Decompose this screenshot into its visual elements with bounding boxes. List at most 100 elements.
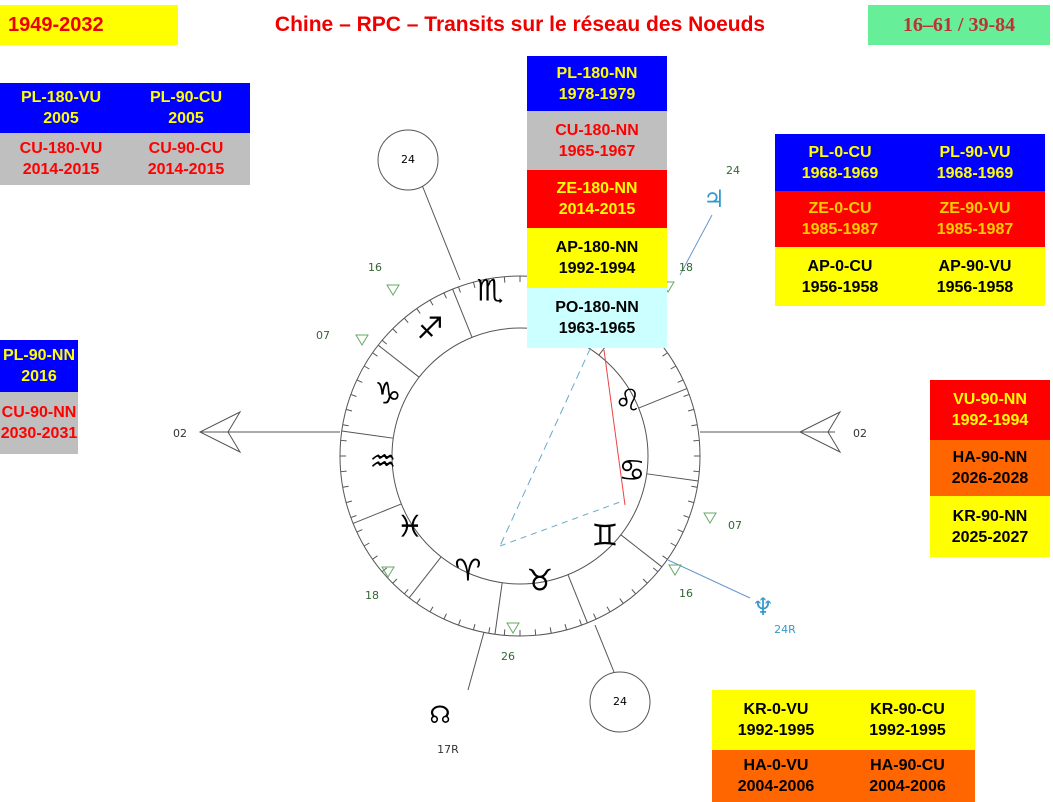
transit-years: 1956-1958 [936,278,1014,296]
tick [472,282,476,289]
tick [642,578,648,584]
transit-years: 1968-1969 [936,164,1014,182]
tick [340,439,347,442]
sign-divider [352,503,402,524]
tick [443,292,447,299]
transit-years: 1992-1995 [869,722,946,739]
transit-years: 2014-2015 [22,161,100,178]
tick [662,555,668,560]
tick [488,278,491,285]
tick [652,567,659,573]
tick [534,629,537,636]
degree: 18 [365,589,379,602]
axis [421,184,461,281]
marker [355,334,369,346]
tick [691,485,698,488]
tick [342,424,349,427]
tick [416,598,421,604]
tick [606,606,611,613]
transit-box: ZE-90-VU 1985-1987 [905,191,1045,247]
transit-box: PO-180-NN 1963-1965 [527,288,667,348]
transit-years: 1963-1965 [558,320,636,337]
planet-label: 17R [437,743,459,756]
degree: 16 [368,261,382,274]
tick [631,588,637,595]
transit-years: 1968-1969 [801,164,879,182]
tick [429,299,434,306]
tick [443,613,447,620]
transit-code: PL-180-VU [20,89,102,106]
degree: 02 [173,427,187,440]
transit-box: HA-90-NN 2026-2028 [930,440,1050,496]
tick [350,393,357,397]
house-label: 24 [613,695,627,708]
transit-box: VU-90-NN 1992-1994 [930,380,1050,440]
transit-code: ZE-90-VU [939,200,1011,217]
tick [687,408,694,412]
transit-years: 1985-1987 [801,221,879,238]
ages: 16–61 / 39-84 [868,5,1050,45]
transit-code: CU-90-CU [148,140,224,157]
house-circle [589,671,651,733]
transit-box: AP-0-CU 1956-1958 [775,247,905,306]
sign-divider [341,430,394,439]
transit-years: 2005 [43,110,79,127]
sign-divider [638,388,688,409]
axis [594,624,615,673]
tick [381,339,388,345]
transit-box: KR-90-CU 1992-1995 [840,690,975,750]
tick [342,485,349,488]
tick [350,515,357,519]
transit-years: 1992-1994 [558,260,636,277]
transit-box: AP-180-NN 1992-1994 [527,228,667,288]
sign-divider [620,534,663,568]
title: Chine – RPC – Transits sur le réseau des… [274,13,766,36]
degree: 02 [853,427,867,440]
transit-years: 2004-2006 [869,778,946,795]
transit-box: ZE-0-CU 1985-1987 [775,191,905,247]
tick [403,588,409,595]
sign: ♒ [370,445,397,480]
transit-years: 2014-2015 [147,161,225,178]
transit-box: CU-180-NN 1965-1967 [527,111,667,170]
transit-years: 2004-2006 [737,778,815,795]
tick [372,352,378,357]
tick [503,629,506,636]
transit-code: CU-180-VU [19,140,103,157]
tick [564,623,568,630]
transit-box: PL-0-CU 1968-1969 [775,134,905,191]
tick [346,408,353,412]
transit-code: HA-90-NN [952,449,1028,466]
sign: ♊ [592,519,619,554]
degree: 18 [679,261,693,274]
transit-box: PL-180-NN 1978-1979 [527,56,667,111]
sign: ♏ [477,274,504,309]
tick [619,598,624,604]
transit-box: ZE-180-NN 2014-2015 [527,170,667,228]
planet: ♃ [703,185,725,213]
tick [392,328,398,334]
transit-box: KR-90-NN 2025-2027 [930,496,1050,557]
tick [693,439,700,442]
tick [593,613,597,620]
transit-years: 2026-2028 [951,470,1029,487]
axis [467,631,485,691]
period: 1949-2032 [0,5,178,45]
transit-years: 1992-1994 [951,412,1029,429]
transit-code: PL-180-NN [556,64,638,82]
tick [363,542,370,547]
tick [392,578,398,584]
sign-divider [494,582,503,635]
ring [391,327,649,585]
transit-box: CU-90-CU 2014-2015 [122,133,250,185]
transit-code: PL-90-NN [2,347,75,364]
tick [457,619,461,626]
planet-label: 24R [774,623,796,636]
transit-years: 1992-1995 [737,722,815,739]
transit-code: AP-90-VU [938,257,1012,275]
tick [340,470,347,473]
arrow [798,410,842,454]
tick [677,529,684,533]
